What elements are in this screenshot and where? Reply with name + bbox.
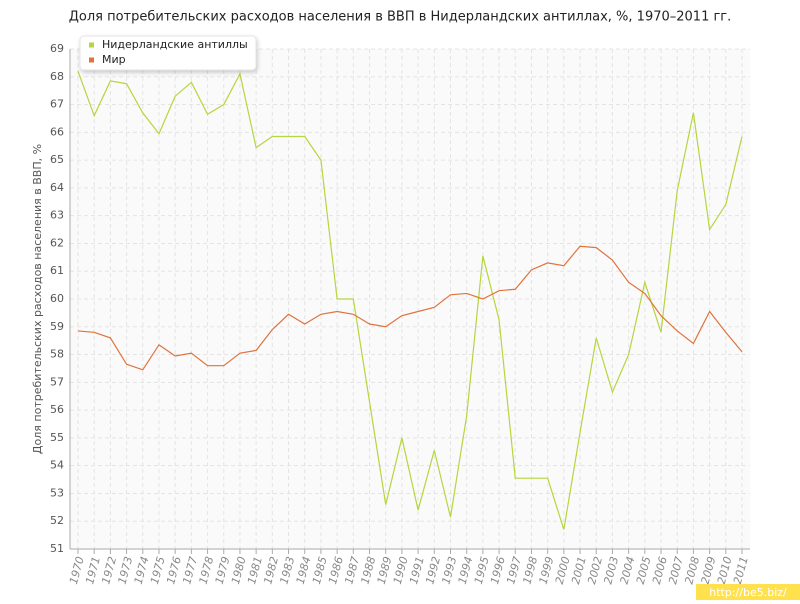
y-tick-label: 59 xyxy=(50,320,64,333)
series-line xyxy=(77,245,743,371)
series-line xyxy=(77,71,743,530)
y-tick-label: 69 xyxy=(50,42,64,55)
y-tick-label: 58 xyxy=(50,348,64,361)
y-tick-label: 61 xyxy=(50,264,64,277)
y-tick-label: 63 xyxy=(50,209,64,222)
legend-swatch xyxy=(89,57,94,63)
watermark: http://be5.biz/ xyxy=(709,586,787,599)
y-tick-label: 56 xyxy=(50,403,64,416)
legend-swatch xyxy=(89,42,94,48)
watermark-bg xyxy=(696,584,800,600)
y-tick-label: 60 xyxy=(50,292,64,305)
y-axis-label: Доля потребительских расходов населения … xyxy=(31,144,44,454)
y-tick-label: 55 xyxy=(50,431,64,444)
y-tick-label: 64 xyxy=(50,181,64,194)
y-tick-label: 53 xyxy=(50,486,64,499)
y-tick-label: 52 xyxy=(50,514,64,527)
legend-label: Мир xyxy=(102,53,126,66)
y-tick-label: 62 xyxy=(50,236,64,249)
y-tick-label: 66 xyxy=(50,125,64,138)
y-tick-label: 57 xyxy=(50,375,64,388)
legend-label: Нидерландские антиллы xyxy=(102,38,248,51)
y-tick-label: 65 xyxy=(50,153,64,166)
y-tick-label: 51 xyxy=(50,542,64,555)
legend-box xyxy=(79,35,257,71)
chart-title: Доля потребительских расходов населения … xyxy=(69,10,732,25)
y-tick-label: 67 xyxy=(50,98,64,111)
y-tick-label: 68 xyxy=(50,70,64,83)
y-tick-label: 54 xyxy=(50,459,64,472)
